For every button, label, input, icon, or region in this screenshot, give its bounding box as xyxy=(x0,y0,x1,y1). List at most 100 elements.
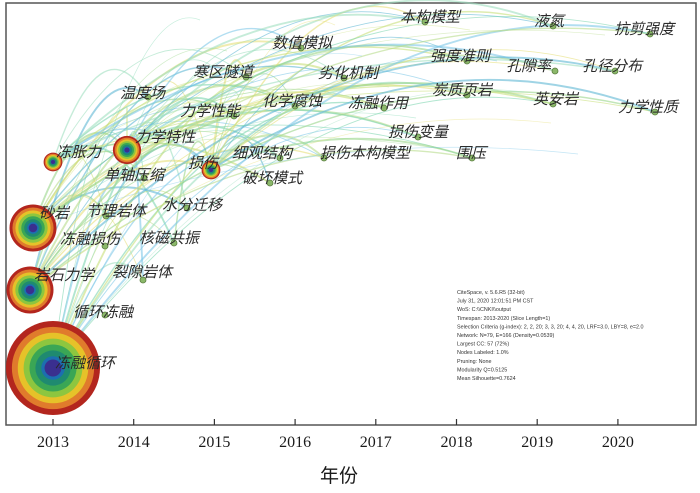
x-tick-label: 2016 xyxy=(279,434,311,451)
keyword-node[interactable] xyxy=(6,321,100,415)
keyword-node[interactable] xyxy=(140,174,148,182)
link-line xyxy=(52,141,271,184)
link-line xyxy=(52,29,606,163)
node-dot xyxy=(230,112,238,120)
x-tick-label: 2013 xyxy=(37,434,69,451)
keyword-label: 抗剪强度 xyxy=(614,20,676,38)
keyword-node[interactable] xyxy=(102,212,110,220)
link-line xyxy=(32,27,651,229)
keyword-label: 冻融损伤 xyxy=(60,230,122,248)
x-tick-label: 2020 xyxy=(602,434,634,451)
link-line xyxy=(29,146,325,291)
keyword-node[interactable] xyxy=(101,242,109,250)
link-line xyxy=(29,47,228,291)
keyword-node[interactable] xyxy=(101,311,109,319)
node-dot xyxy=(291,102,299,110)
node-dot xyxy=(468,154,476,162)
keyword-label: 孔径分布 xyxy=(582,57,644,75)
node-dot xyxy=(551,67,559,75)
keyword-node[interactable] xyxy=(201,160,221,180)
keyword-node[interactable] xyxy=(183,204,191,212)
link-line xyxy=(52,104,282,163)
link-line xyxy=(126,67,468,151)
keyword-node[interactable] xyxy=(139,276,147,284)
node-dot xyxy=(266,179,274,187)
keyword-node[interactable] xyxy=(320,154,328,162)
info-line: Selection Criteria (g-index): 2, 2, 20; … xyxy=(457,324,644,330)
keyword-node[interactable] xyxy=(463,91,471,99)
keyword-node[interactable] xyxy=(266,179,274,187)
link-line xyxy=(126,16,651,151)
keyword-node[interactable] xyxy=(340,74,348,82)
node-core xyxy=(28,223,38,233)
keyword-node[interactable] xyxy=(242,73,250,81)
keyword-label: 炭质页岩 xyxy=(432,81,494,99)
link-layer xyxy=(29,0,656,369)
link-line xyxy=(52,24,651,369)
link-line xyxy=(52,136,444,163)
x-tick-label: 2018 xyxy=(441,434,473,451)
keyword-node[interactable] xyxy=(549,22,557,30)
keyword-node[interactable] xyxy=(551,67,559,75)
link-line xyxy=(210,90,240,171)
keyword-node[interactable] xyxy=(170,239,178,247)
keyword-node[interactable] xyxy=(230,112,238,120)
link-line xyxy=(52,43,556,163)
node-dot xyxy=(421,18,429,26)
keyword-node[interactable] xyxy=(291,102,299,110)
link-line xyxy=(52,189,188,369)
keyword-label: 细观结构 xyxy=(232,144,294,162)
keyword-node[interactable] xyxy=(414,133,422,141)
info-line: Network: N=79, E=166 (Density=0.0539) xyxy=(457,333,554,339)
keyword-node[interactable] xyxy=(43,152,63,172)
info-line: July 31, 2020 12:01:51 PM CST xyxy=(457,299,534,305)
keyword-node[interactable] xyxy=(549,100,557,108)
info-line: Modularity Q=0.5125 xyxy=(457,367,507,373)
plot-frame xyxy=(5,2,697,426)
keyword-node[interactable] xyxy=(6,266,54,314)
link-line xyxy=(32,146,579,229)
keyword-label: 循环冻融 xyxy=(73,303,135,321)
keyword-node[interactable] xyxy=(611,67,619,75)
keyword-node[interactable] xyxy=(9,204,57,252)
keyword-node[interactable] xyxy=(276,154,284,162)
link-line xyxy=(52,124,473,163)
link-line xyxy=(52,38,302,369)
keyword-label: 数值模拟 xyxy=(272,34,334,52)
keyword-node[interactable] xyxy=(297,44,305,52)
link-line xyxy=(52,13,426,163)
link-line xyxy=(29,91,656,291)
keyword-label: 冻胀力 xyxy=(56,143,102,161)
node-dot xyxy=(611,67,619,75)
link-line xyxy=(29,118,552,291)
keyword-node[interactable] xyxy=(380,104,388,112)
link-line xyxy=(126,85,554,151)
node-dot xyxy=(276,154,284,162)
keyword-node[interactable] xyxy=(144,93,152,101)
node-dot xyxy=(651,108,659,116)
keyword-node[interactable] xyxy=(651,108,659,116)
link-line xyxy=(52,58,616,163)
x-axis-label: 年份 xyxy=(320,465,358,487)
keyword-node[interactable] xyxy=(468,154,476,162)
node-core xyxy=(25,285,35,295)
link-line xyxy=(52,148,281,369)
keyword-label: 强度准则 xyxy=(430,47,492,65)
x-tick-label: 2017 xyxy=(360,434,392,451)
keyword-node[interactable] xyxy=(112,135,142,165)
node-core xyxy=(124,147,130,153)
keyword-node[interactable] xyxy=(421,18,429,26)
link-line xyxy=(52,101,385,369)
keyword-label: 裂隙岩体 xyxy=(112,263,174,281)
keyword-label: 劣化机制 xyxy=(318,64,381,82)
node-dot xyxy=(183,204,191,212)
node-dot xyxy=(102,212,110,220)
info-line: Nodes Labeled: 1.0% xyxy=(457,350,509,356)
node-dot xyxy=(242,73,250,81)
keyword-node[interactable] xyxy=(646,30,654,38)
link-line xyxy=(52,11,554,369)
keyword-label: 损伤 xyxy=(188,154,220,172)
link-line xyxy=(52,148,107,217)
keyword-node[interactable] xyxy=(463,57,471,65)
link-line xyxy=(29,149,473,291)
